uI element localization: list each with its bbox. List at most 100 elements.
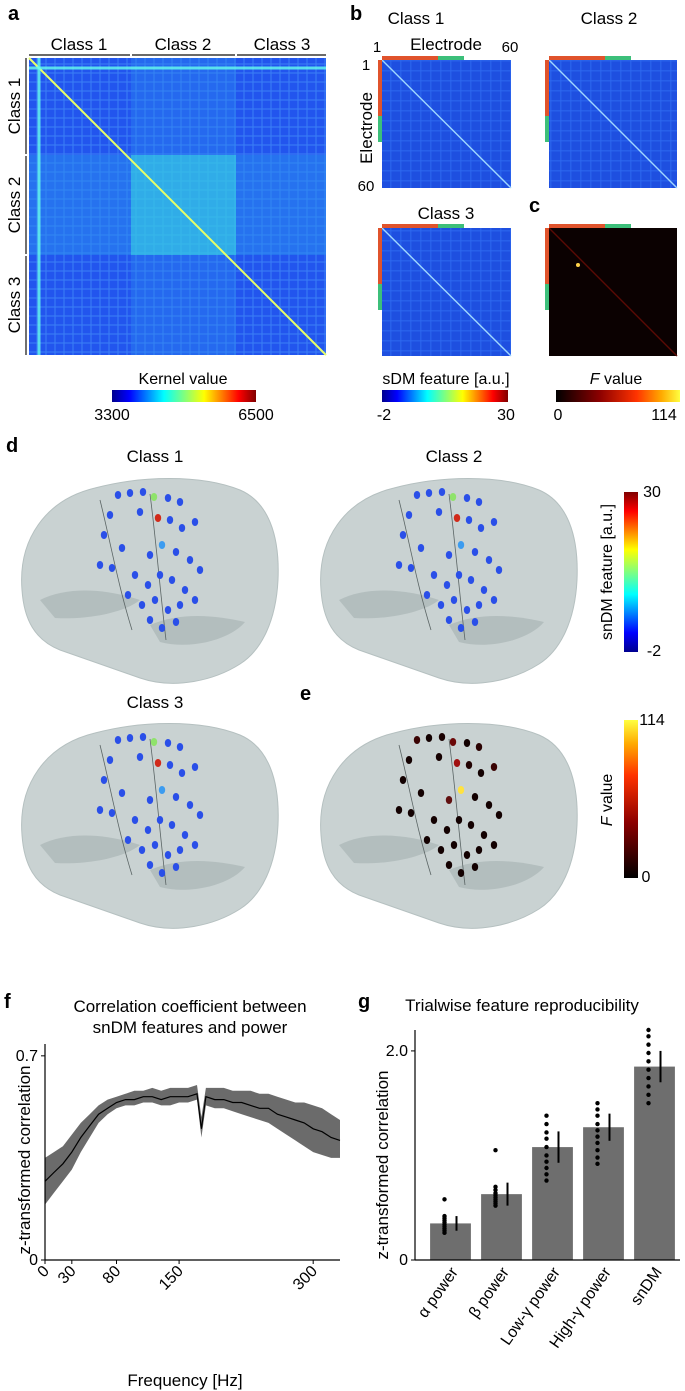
electrode-dot [158, 624, 166, 632]
e-colorbar-title-f: F [599, 815, 616, 826]
electrode-dot [164, 851, 172, 859]
electrode-dot [417, 789, 425, 797]
x-tick-label: 300 [290, 1263, 321, 1294]
brain-layer [21, 478, 578, 929]
electrode-dot [495, 811, 503, 819]
electrode-tick-start-top: 1 [373, 39, 381, 56]
f-class2-bar-top [605, 224, 631, 228]
electrode-dot [136, 508, 144, 516]
electrode-dot [417, 544, 425, 552]
electrode-dot [471, 618, 479, 626]
electrode-dot [166, 516, 174, 524]
electrode-dot [425, 489, 433, 497]
data-point [595, 1113, 600, 1118]
e-colorbar-max: 114 [639, 712, 665, 729]
electrode-dot [423, 836, 431, 844]
data-point [646, 1084, 651, 1089]
electrode-dot [186, 556, 194, 564]
electrode-dot [136, 753, 144, 761]
data-point [544, 1136, 549, 1141]
chart-g-ylabel: z-transformed correlation [373, 1071, 392, 1260]
data-point [646, 1027, 651, 1033]
electrode-dot [144, 826, 152, 834]
data-point [646, 1059, 651, 1064]
sdm-colorbar [382, 390, 508, 402]
sdm-colorbar-max: 30 [497, 407, 515, 424]
electrode-dot [108, 564, 116, 572]
electrode-dot [490, 596, 498, 604]
electrode-dot [435, 753, 443, 761]
panel-label-g: g [358, 991, 370, 1013]
electrode-dot [156, 571, 164, 579]
data-point [493, 1203, 498, 1208]
sndm-colorbar-max: 30 [643, 484, 661, 501]
bar [481, 1194, 522, 1260]
electrode-dot [425, 734, 433, 742]
sdm2-class2-bar-top [605, 56, 631, 60]
sndm-colorbar [624, 492, 638, 652]
sdm-matrix-class3 [378, 224, 512, 357]
kernel-colorbar-max: 6500 [238, 407, 274, 424]
electrode-dot [443, 581, 451, 589]
electrode-dot [453, 759, 461, 767]
x-tick-label: 80 [100, 1263, 125, 1288]
f-colorbar-title-f: F [590, 371, 601, 388]
electrode-dot [395, 561, 403, 569]
electrode-dot [435, 508, 443, 516]
x-tick-label: 30 [55, 1263, 80, 1288]
brain-class1-central-sulcus [99, 499, 133, 631]
electrode-dot [475, 601, 483, 609]
f-colorbar-title-rest: value [600, 371, 643, 388]
electrode-dot [124, 591, 132, 599]
electrode-dot [463, 494, 471, 502]
data-point [442, 1197, 447, 1202]
electrode-dot [463, 851, 471, 859]
y-tick-label: 0.7 [16, 1048, 38, 1065]
electrode-dot [106, 511, 114, 519]
data-point [544, 1144, 549, 1150]
electrode-dot [480, 586, 488, 594]
data-point [544, 1172, 549, 1177]
electrode-dot [114, 736, 122, 744]
kernel-colorbar-min: 3300 [94, 407, 130, 424]
e-colorbar-title: F value [599, 774, 616, 827]
electrode-dot [423, 591, 431, 599]
brain-class2-sulcus-shade [339, 590, 439, 619]
confidence-band [45, 1085, 340, 1205]
electrode-dot [455, 816, 463, 824]
electrode-dot [164, 606, 172, 614]
data-point [595, 1121, 600, 1127]
electrode-dot [457, 786, 465, 794]
electrode-dot [457, 624, 465, 632]
brain-class2-outline [320, 478, 578, 684]
data-point [595, 1161, 600, 1167]
sdm-colorbar-min: -2 [377, 407, 391, 424]
electrode-dot [156, 816, 164, 824]
electrode-dot [176, 846, 184, 854]
electrode-dot [471, 793, 479, 801]
brain-class3-outline [21, 723, 279, 929]
col-label-class2: Class 2 [155, 35, 212, 54]
data-point [442, 1230, 447, 1236]
chart-f-title-line1: Correlation coefficient between [73, 997, 306, 1016]
electrode-dot [495, 566, 503, 574]
electrode-dot [450, 841, 458, 849]
electrode-dot [139, 488, 147, 496]
electrode-dot [172, 548, 180, 556]
electrode-dot [463, 606, 471, 614]
electrode-dot [154, 759, 162, 767]
sndm-colorbar-min: -2 [647, 643, 661, 660]
panel-label-e: e [300, 683, 311, 705]
x-tick-label: α power [415, 1264, 462, 1321]
data-point [595, 1100, 600, 1106]
x-tick-label: 0 [35, 1263, 53, 1281]
electrode-dot [96, 561, 104, 569]
electrode-dot [405, 511, 413, 519]
sdm-title-class3: Class 3 [418, 204, 475, 223]
electrode-dot [457, 541, 465, 549]
sdm-matrix-class1 [378, 56, 512, 189]
electrode-dot [191, 841, 199, 849]
sdm2-class2-bar-left [545, 116, 549, 142]
electrode-dot [465, 761, 473, 769]
